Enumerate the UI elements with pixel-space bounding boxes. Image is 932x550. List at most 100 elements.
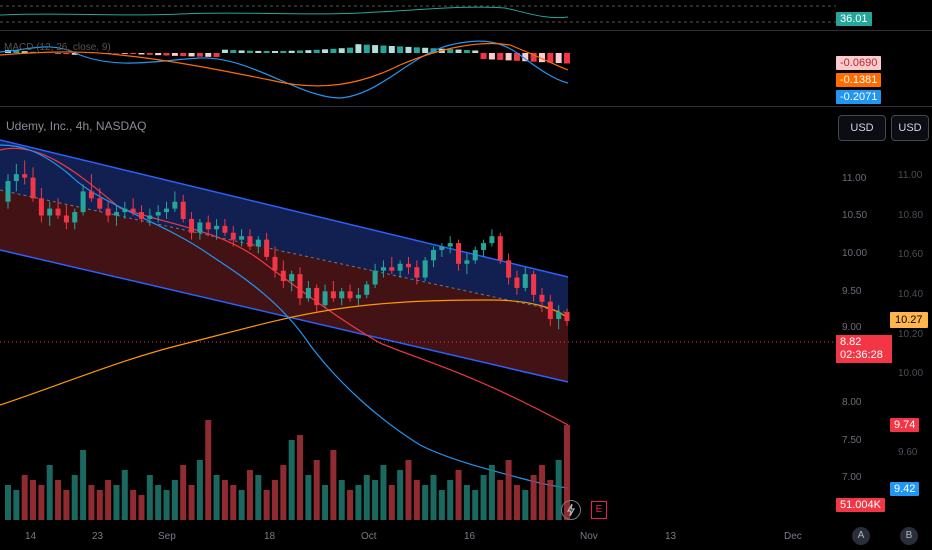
macd-histogram-bar: [13, 50, 20, 53]
volume-bar: [130, 490, 137, 520]
price-tick-secondary: 9.60: [898, 447, 918, 458]
volume-bar: [213, 475, 220, 520]
price-tick: 10.50: [842, 210, 868, 221]
volume-bar: [430, 475, 437, 520]
macd-histogram-bar: [21, 51, 28, 53]
macd-histogram-bar: [71, 53, 78, 55]
macd-histogram-bar: [288, 50, 295, 53]
lightning-icon: [566, 503, 576, 517]
price-tick: 10.00: [842, 248, 868, 259]
macd-signal-line: [0, 42, 569, 87]
macd-histogram-bar: [146, 53, 153, 55]
macd-histogram-bar: [405, 46, 412, 53]
channel-lower-line: [0, 249, 569, 383]
candle-body: [155, 212, 161, 216]
volume-bar: [180, 465, 187, 520]
candle-body: [38, 198, 44, 216]
time-tick: Nov: [580, 531, 598, 542]
macd-histogram-bar: [447, 49, 454, 53]
candle-body: [147, 215, 153, 219]
macd-histogram-bar: [347, 47, 354, 53]
macd-histogram-bar: [388, 45, 395, 53]
volume-bar: [347, 490, 354, 520]
candle-body: [447, 243, 453, 247]
candle-body: [222, 225, 228, 233]
replay-button[interactable]: [561, 500, 581, 520]
candle-body: [97, 198, 103, 209]
macd-histogram-bar: [280, 50, 287, 53]
volume-bar: [271, 480, 278, 520]
price-tick-secondary: 11.00: [898, 170, 923, 181]
volume-bar: [138, 495, 145, 520]
volume-bar: [297, 435, 304, 520]
volume-bar: [372, 480, 379, 520]
volume-bar: [380, 465, 387, 520]
price-tick-secondary: 10.40: [898, 289, 924, 300]
volume-bar: [113, 485, 120, 520]
rsi-value-badge: 36.01: [836, 12, 872, 26]
currency-button-left[interactable]: USD: [838, 115, 886, 141]
volume-bar: [538, 465, 545, 520]
currency-button-right[interactable]: USD: [891, 115, 929, 141]
candle-body: [172, 201, 178, 209]
candle-body: [422, 260, 428, 278]
pane-divider[interactable]: [0, 106, 932, 107]
volume-bar: [171, 480, 178, 520]
log-scale-button[interactable]: B: [900, 527, 918, 545]
volume-bar: [330, 450, 337, 520]
earnings-event-marker[interactable]: E: [591, 501, 607, 519]
candle-body: [113, 212, 119, 216]
macd-histogram-bar: [230, 50, 237, 53]
macd-histogram-bar: [538, 53, 545, 63]
candle-body: [405, 263, 411, 268]
candle-body: [264, 239, 270, 257]
candle-body: [189, 218, 195, 233]
candle-body: [539, 294, 545, 302]
channel-lower-fill: [0, 190, 568, 382]
macd-histogram-bar: [513, 53, 520, 61]
macd-histogram-bar: [397, 46, 404, 53]
candle-body: [472, 250, 478, 261]
candle-body: [531, 274, 537, 295]
volume-bar: [230, 485, 237, 520]
macd-histogram-bar: [322, 49, 329, 53]
symbol-title[interactable]: Udemy, Inc., 4h, NASDAQ: [6, 119, 147, 133]
candle-body: [138, 212, 144, 219]
macd-histogram-bar: [238, 50, 245, 53]
macd-histogram-bar: [255, 50, 262, 53]
macd-histogram-bar: [271, 50, 278, 53]
candle-body: [80, 191, 86, 213]
volume-badge: 51.004K: [836, 498, 885, 512]
macd-histogram-bar: [455, 49, 462, 53]
volume-bar: [472, 490, 479, 520]
macd-histogram-bar: [330, 48, 337, 53]
channel-mid-line: [0, 189, 569, 314]
candle-body: [255, 239, 261, 247]
candle-body: [280, 270, 286, 282]
auto-scale-button[interactable]: A: [852, 527, 870, 545]
time-tick: 16: [464, 531, 476, 542]
macd-histogram-bar: [497, 53, 504, 60]
candle-body: [47, 208, 53, 216]
candle-body: [230, 232, 236, 240]
candle-body: [464, 260, 470, 264]
candle-body: [564, 312, 570, 322]
volume-bar: [288, 440, 295, 520]
pane-divider[interactable]: [0, 30, 932, 31]
candle-body: [514, 277, 520, 288]
volume-bar: [522, 490, 529, 520]
volume-bar: [564, 425, 570, 520]
macd-histogram-bar: [263, 50, 270, 53]
candle-body: [289, 274, 295, 282]
volume-bar: [438, 490, 445, 520]
candle-body: [205, 222, 211, 230]
price-tick: 9.50: [842, 286, 862, 297]
macd-histogram-bar: [155, 53, 162, 56]
macd-histogram-bar: [463, 50, 470, 53]
macd-histogram-bar: [63, 53, 70, 55]
price-tick: 7.00: [842, 472, 862, 483]
volume-bar: [480, 475, 487, 520]
candle-body: [330, 291, 336, 299]
rsi-line: [0, 6, 569, 19]
